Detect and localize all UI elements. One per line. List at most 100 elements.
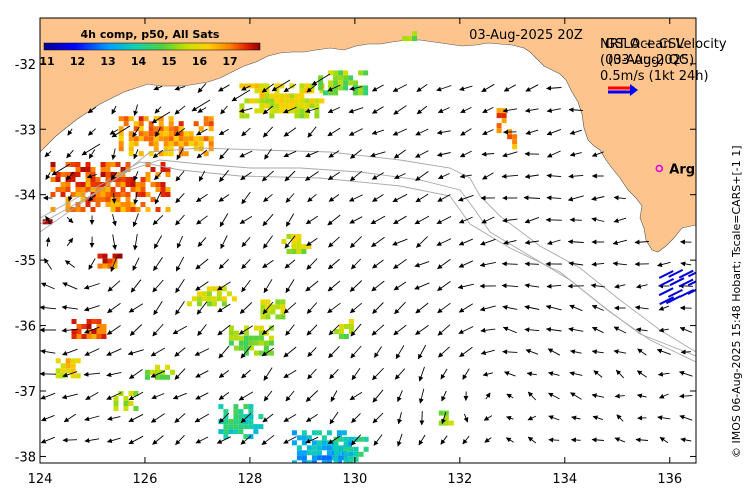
current-vector — [41, 414, 55, 422]
sst-cell — [65, 358, 71, 364]
sst-cell — [115, 202, 121, 207]
sst-cell — [248, 345, 254, 351]
sst-cell — [501, 118, 507, 124]
sst-cell — [326, 460, 332, 463]
current-vector — [218, 194, 230, 202]
sst-cell — [133, 141, 139, 147]
sst-cell — [338, 334, 344, 339]
current-vector — [350, 258, 362, 270]
sst-cell — [353, 456, 359, 462]
sst-cell — [223, 419, 229, 425]
sst-cell — [165, 167, 171, 172]
sst-cell — [86, 319, 92, 324]
sst-cell — [264, 83, 270, 89]
current-vector — [64, 260, 75, 268]
sst-cell — [140, 202, 146, 207]
sst-cell — [91, 329, 97, 334]
sst-cell — [311, 430, 317, 436]
current-vector — [393, 259, 407, 269]
sst-cell — [110, 172, 116, 177]
sst-cell — [115, 192, 121, 197]
sst-cell — [143, 131, 149, 137]
current-vector — [151, 393, 165, 400]
sst-cell — [269, 98, 275, 104]
sst-patch — [333, 436, 369, 463]
current-vector — [658, 393, 669, 399]
sst-cell — [148, 126, 154, 132]
coastal-current-vector — [271, 79, 291, 92]
sst-cell — [321, 435, 327, 441]
current-vector — [153, 235, 163, 249]
sst-cell — [208, 126, 214, 132]
sst-cell — [150, 197, 156, 202]
sst-cell — [407, 36, 413, 42]
current-vector — [152, 279, 164, 293]
sst-cell — [55, 373, 61, 379]
sst-cell — [348, 446, 354, 452]
sst-cell — [301, 460, 307, 463]
sst-cell — [208, 141, 214, 147]
current-vector — [417, 344, 427, 360]
sst-cell — [50, 207, 56, 212]
current-vector — [502, 326, 517, 334]
sst-cell — [316, 430, 322, 436]
argo-float-marker[interactable] — [655, 164, 664, 173]
current-vector — [218, 370, 230, 378]
current-vector — [525, 84, 539, 92]
sst-cell — [260, 304, 266, 310]
sst-cell — [198, 126, 204, 132]
sst-cell — [113, 401, 119, 406]
sst-cell — [90, 167, 96, 172]
sst-cell — [85, 187, 91, 192]
sst-cell — [343, 80, 349, 86]
current-vector — [458, 260, 474, 268]
sst-cell — [318, 80, 324, 86]
sst-cell — [254, 88, 260, 94]
sst-cell — [118, 146, 124, 152]
sst-cell — [76, 334, 82, 339]
current-vector — [263, 390, 273, 402]
sst-cell — [188, 136, 194, 142]
current-vector — [176, 148, 184, 161]
current-vector — [40, 305, 57, 311]
current-vector — [283, 369, 297, 379]
current-vector — [283, 83, 297, 93]
current-vector — [217, 303, 231, 313]
sst-cell — [71, 329, 77, 334]
sst-cell — [60, 182, 66, 187]
sst-cell — [70, 207, 76, 212]
sst-cell — [90, 172, 96, 177]
current-vector — [459, 150, 472, 158]
sst-cell — [348, 436, 354, 442]
sst-cell — [85, 202, 91, 207]
sst-cell — [105, 162, 111, 167]
sst-cell — [274, 103, 280, 109]
sst-cell — [125, 202, 131, 207]
sst-cell — [253, 325, 259, 331]
coastal-current-vector — [81, 143, 101, 156]
current-vector — [591, 196, 605, 201]
sst-cell — [148, 131, 154, 137]
sst-cell — [333, 451, 339, 457]
current-vector — [527, 436, 537, 444]
sst-cell — [118, 141, 124, 147]
sst-cell — [274, 83, 280, 89]
current-vector — [84, 326, 100, 334]
sst-cell — [133, 121, 139, 127]
sst-cell — [301, 430, 307, 436]
sst-cell — [253, 340, 259, 346]
current-vector — [656, 348, 671, 355]
sst-cell — [291, 234, 297, 239]
sst-cell — [113, 406, 119, 411]
current-vector — [545, 327, 562, 333]
sst-cell — [326, 430, 332, 436]
current-vector — [241, 127, 251, 137]
current-vector — [307, 368, 317, 380]
sst-cell — [128, 136, 134, 142]
current-vector — [591, 151, 604, 157]
current-vector — [128, 303, 144, 313]
current-vector — [197, 107, 207, 113]
current-vector — [414, 261, 430, 268]
sst-cell — [319, 88, 325, 94]
current-vector — [83, 305, 100, 312]
